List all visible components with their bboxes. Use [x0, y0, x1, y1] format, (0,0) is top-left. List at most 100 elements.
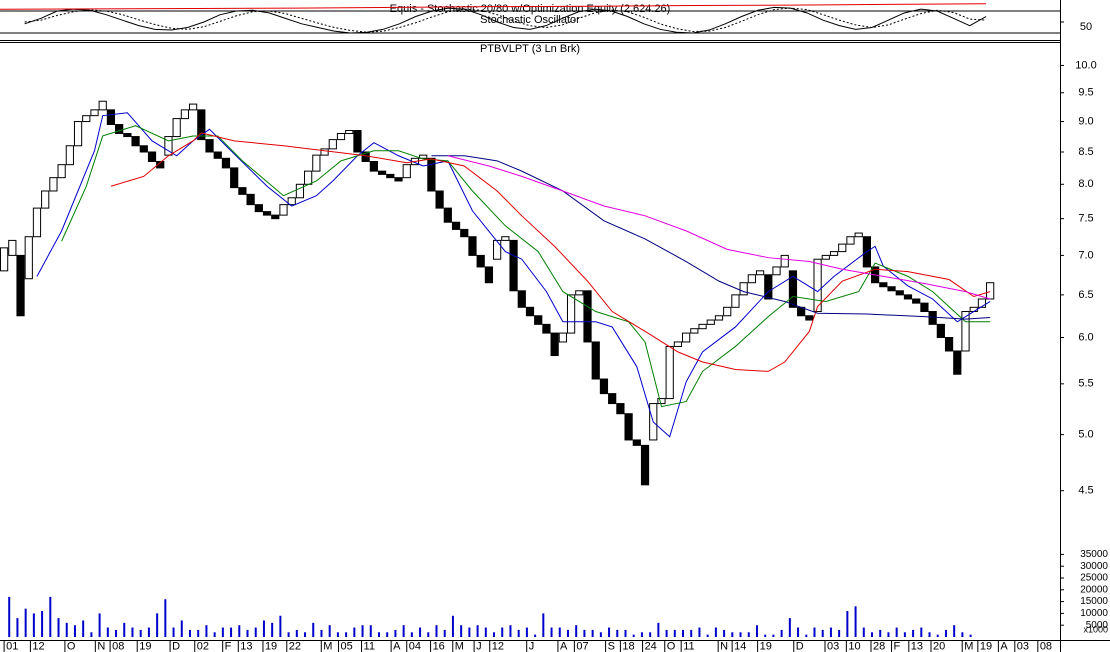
up-brick — [714, 315, 724, 321]
volume-bar — [550, 627, 553, 637]
volume-bar — [123, 622, 126, 637]
up-brick — [690, 328, 699, 334]
up-brick — [172, 118, 181, 138]
x-tick-label: 19 — [139, 640, 151, 652]
volume-tick-label: 30000 — [1080, 561, 1108, 572]
down-brick — [879, 282, 888, 288]
y-tick-label: 4.5 — [1078, 485, 1093, 497]
down-brick — [632, 439, 641, 446]
up-brick — [32, 207, 42, 238]
x-tick-label: N — [97, 640, 105, 652]
volume-tick-label: 25000 — [1080, 573, 1108, 584]
volume-bar — [238, 625, 241, 637]
volume-bar — [690, 629, 693, 637]
volume-unit-label: x1000 — [1083, 624, 1108, 634]
x-tick-label: 19 — [265, 640, 277, 652]
down-brick — [435, 190, 444, 209]
up-brick — [279, 204, 288, 216]
volume-bar — [944, 629, 947, 637]
volume-bar — [739, 632, 742, 637]
volume-bar — [353, 627, 356, 637]
equity-line — [0, 3, 987, 10]
y-tick-label: 5.5 — [1078, 378, 1093, 390]
volume-bar — [509, 625, 512, 637]
volume-bar — [328, 625, 331, 637]
down-brick — [624, 413, 633, 441]
volume-bar — [534, 634, 537, 637]
up-brick — [558, 332, 567, 343]
up-brick — [829, 251, 839, 256]
up-brick — [287, 197, 296, 206]
moving-average-line — [36, 112, 991, 438]
up-brick — [304, 170, 313, 185]
x-tick-label: 20 — [933, 640, 945, 652]
volume-bar — [8, 596, 11, 637]
volume-bar — [205, 625, 208, 637]
x-tick-label: 08 — [112, 640, 124, 652]
volume-bar — [862, 627, 865, 637]
volume-bar — [591, 629, 594, 637]
volume-bar — [394, 629, 397, 637]
volume-tick-label: 5000 — [1086, 620, 1109, 631]
volume-bar — [657, 622, 660, 637]
y-tick-label: 10.0 — [1075, 59, 1096, 71]
volume-bar — [682, 629, 685, 637]
volume-bar — [451, 615, 454, 637]
volume-bar — [460, 625, 463, 637]
volume-bar — [443, 629, 446, 637]
down-brick — [936, 323, 945, 339]
volume-bar — [788, 618, 791, 637]
volume-bar — [608, 627, 611, 637]
volume-bar — [961, 632, 964, 637]
volume-bar — [673, 629, 676, 637]
x-tick-label: A — [560, 640, 568, 652]
down-brick — [443, 207, 452, 223]
down-brick — [353, 130, 362, 153]
x-tick-label: 02 — [197, 640, 209, 652]
volume-bar — [262, 620, 265, 637]
volume-tick-label: 35000 — [1080, 549, 1108, 560]
volume-bar — [57, 618, 60, 637]
up-brick — [180, 109, 189, 120]
volume-bar — [879, 629, 882, 637]
y-tick-label: 5.0 — [1078, 429, 1093, 441]
x-tick-label: 12 — [32, 640, 44, 652]
y-tick-label: 9.5 — [1078, 87, 1093, 99]
down-brick — [16, 254, 25, 317]
volume-bar — [805, 634, 808, 637]
x-tick-label: A — [393, 640, 401, 652]
y-tick-label: 9.0 — [1078, 115, 1093, 127]
up-brick — [295, 183, 305, 199]
moving-average-line — [61, 125, 991, 408]
volume-bar — [180, 620, 183, 637]
down-brick — [476, 254, 485, 268]
up-brick — [501, 236, 510, 241]
down-brick — [230, 167, 239, 189]
volume-bar — [32, 613, 35, 637]
x-tick-label: 01 — [6, 640, 18, 652]
down-brick — [221, 157, 231, 169]
up-brick — [961, 311, 970, 352]
stochastic-k-line — [24, 6, 987, 34]
up-brick — [82, 115, 91, 123]
volume-bar — [188, 629, 191, 637]
up-brick — [977, 298, 987, 308]
volume-bar — [49, 596, 52, 637]
x-tick-label: O — [67, 640, 76, 652]
up-brick — [24, 236, 33, 280]
volume-bar — [476, 625, 479, 637]
volume-bar — [517, 629, 520, 637]
down-brick — [254, 204, 263, 213]
x-tick-label: O — [667, 640, 676, 652]
up-brick — [188, 103, 198, 111]
volume-bar — [361, 625, 364, 637]
x-tick-label: M — [964, 640, 973, 652]
stochastic-tick-label: 50 — [1080, 21, 1092, 33]
x-tick-label: 18 — [622, 640, 634, 652]
x-tick-label: 07 — [576, 640, 588, 652]
volume-bar — [920, 627, 923, 637]
volume-bar — [246, 629, 249, 637]
volume-bar — [213, 632, 216, 637]
volume-bar — [764, 634, 767, 637]
down-brick — [106, 109, 116, 126]
